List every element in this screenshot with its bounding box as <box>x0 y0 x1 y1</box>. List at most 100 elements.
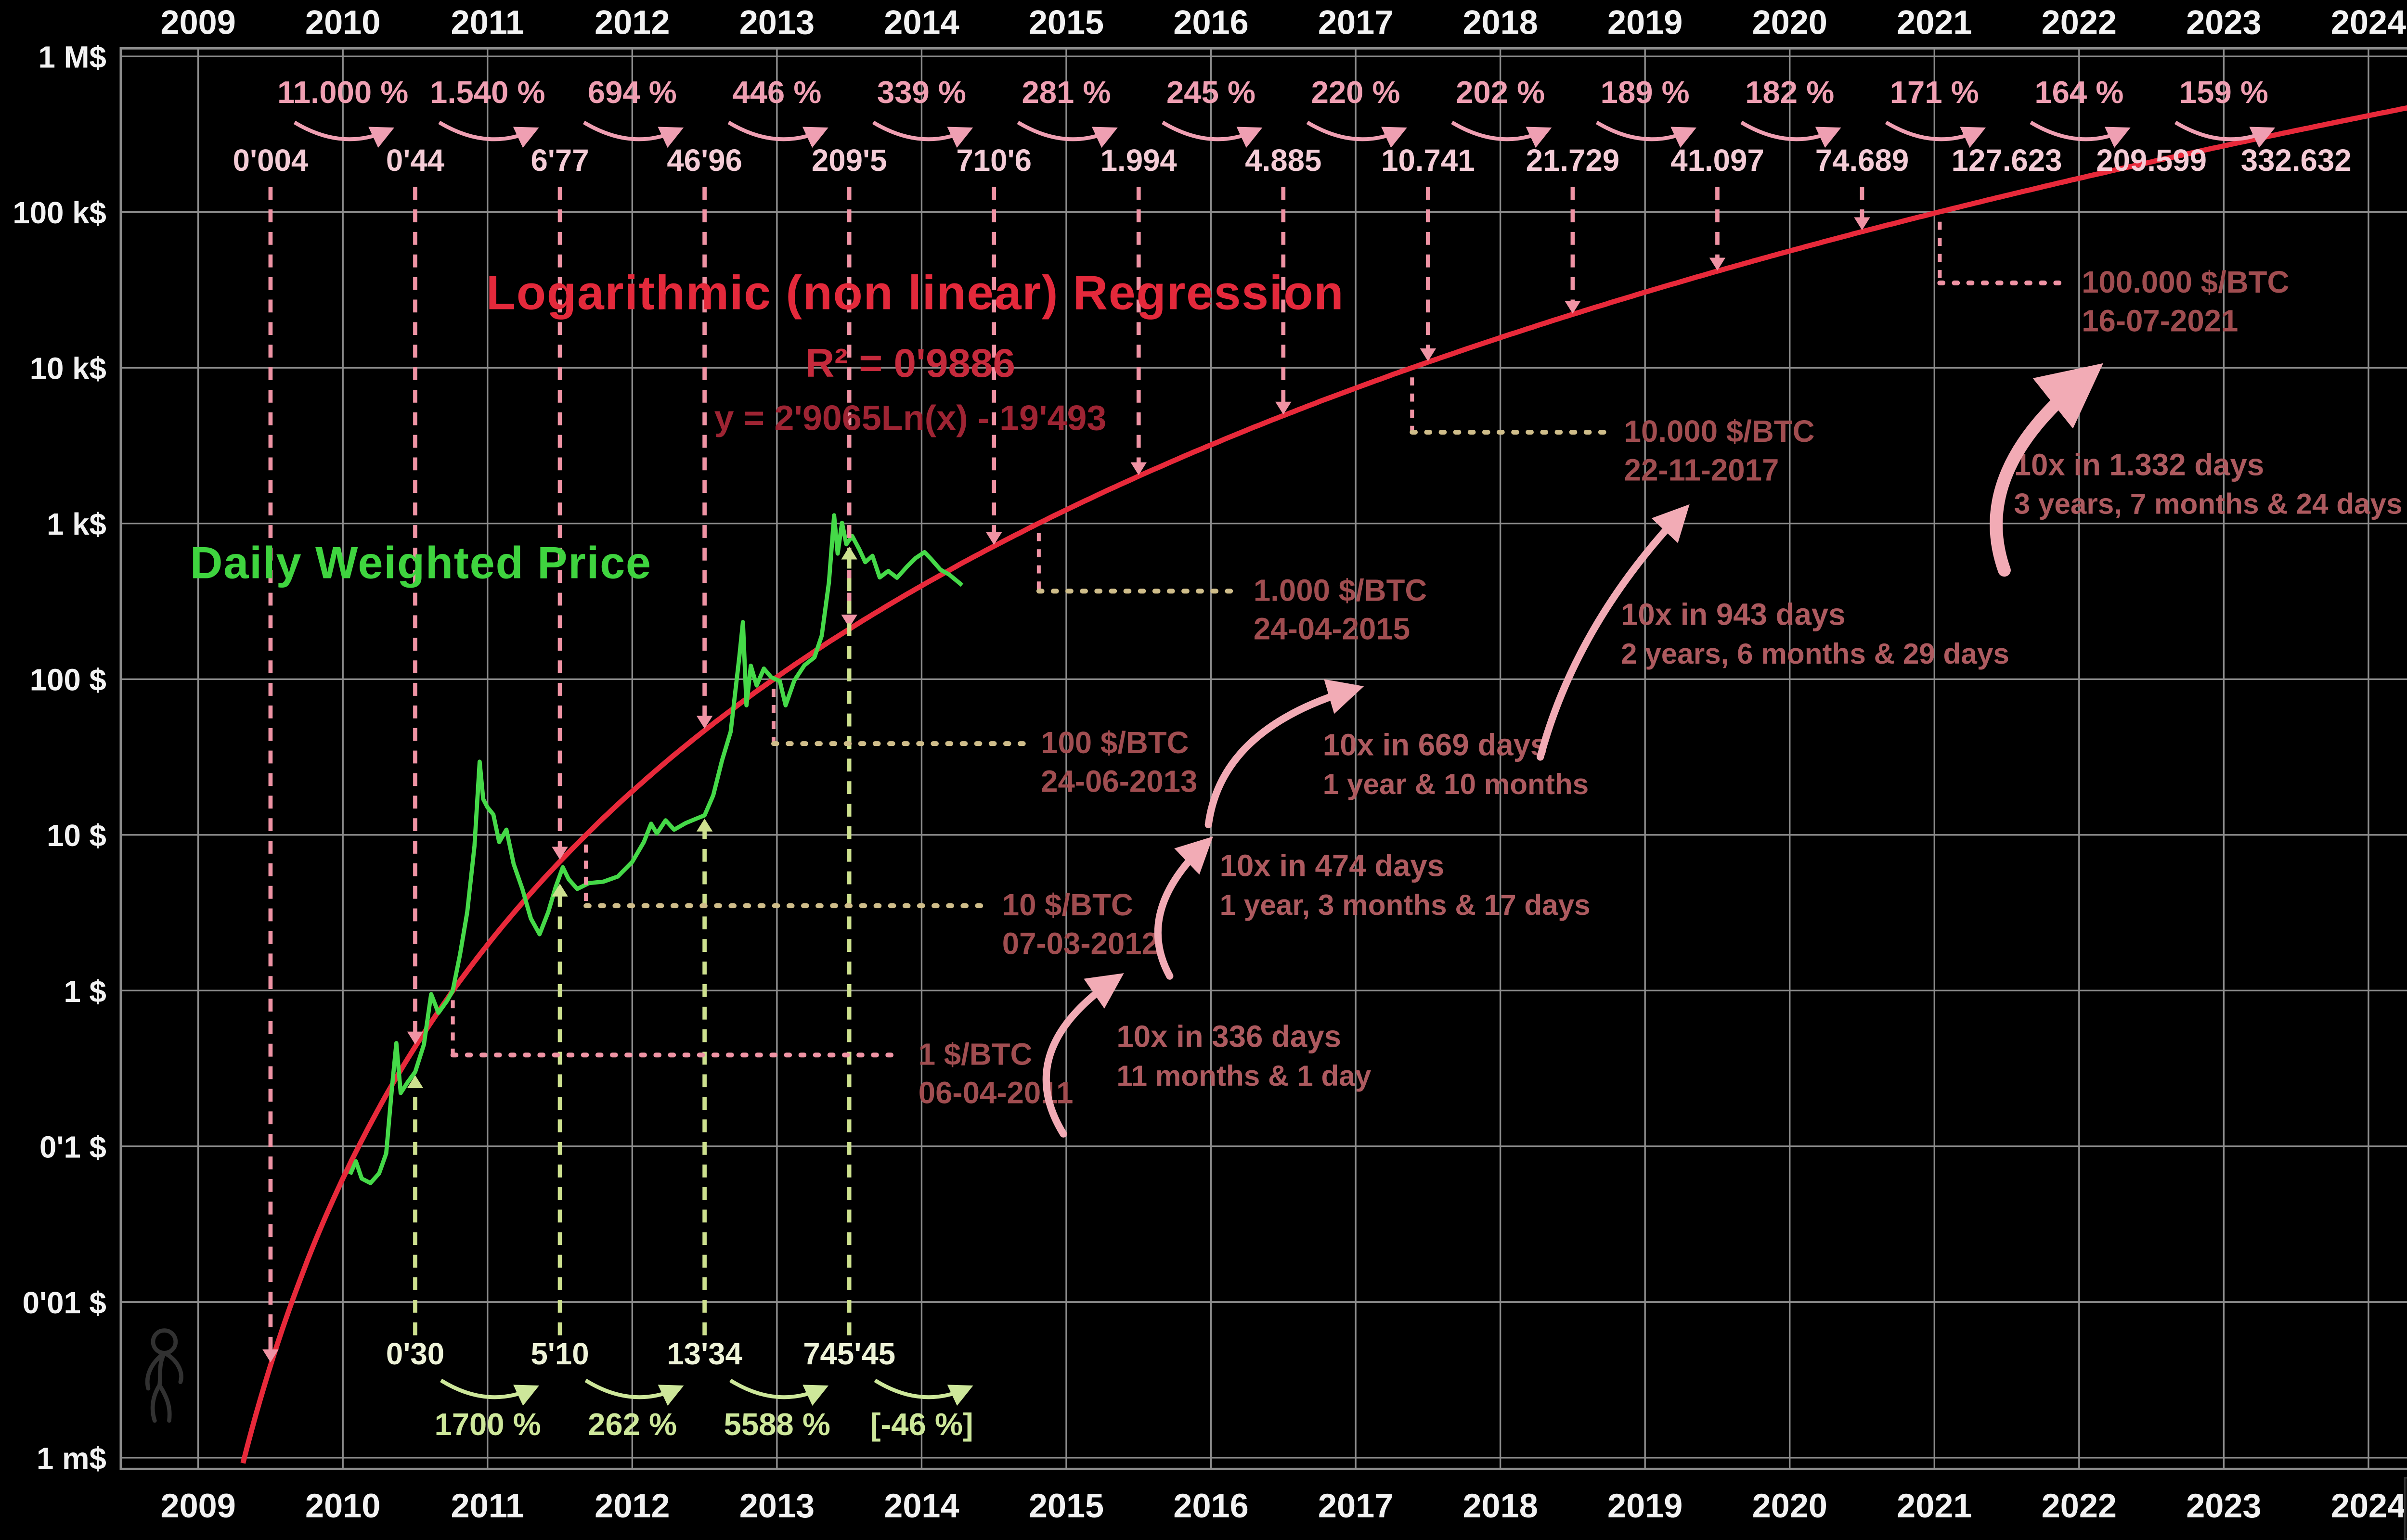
growth-arrow <box>2174 120 2276 148</box>
regression-year-value: 1.994 <box>1100 143 1178 178</box>
x-axis-year-label-top: 2016 <box>1173 3 1248 41</box>
regression-growth-pct: 159 % <box>2179 75 2268 110</box>
growth-arrow <box>1306 120 1407 148</box>
grid <box>121 48 2407 1469</box>
tenx-duration-sublabel: 2 years, 6 months & 29 days <box>1621 637 2009 670</box>
regression-growth-pct: 202 % <box>1456 75 1545 110</box>
regression-growth-pct: 164 % <box>2034 75 2123 110</box>
dash-arrowhead-down <box>262 1349 279 1362</box>
price-growth-arrow <box>440 1378 539 1406</box>
milestone-price-label: 100.000 $/BTC <box>2082 265 2289 299</box>
y-axis-label-left: 1 m$ <box>37 1441 106 1476</box>
regression-year-value: 6'77 <box>531 143 589 178</box>
x-axis-year-label-bottom: 2012 <box>595 1487 670 1525</box>
regression-year-value: 4.885 <box>1245 143 1321 178</box>
regression-growth-pct: 446 % <box>732 75 821 110</box>
milestone-price-label: 100 $/BTC <box>1041 726 1189 760</box>
price-growth-pct: 1700 % <box>434 1407 541 1442</box>
growth-arrow <box>1162 120 1263 148</box>
regression-year-value: 74.689 <box>1815 143 1909 178</box>
regression-year-value: 127.623 <box>1952 143 2062 178</box>
x-axis-year-label-bottom: 2013 <box>739 1487 815 1525</box>
dash-arrowhead-down <box>1854 217 1870 231</box>
regression-year-value: 10.741 <box>1381 143 1475 178</box>
price-growth-arrow <box>729 1378 829 1406</box>
regression-year-value: 209.599 <box>2096 143 2207 178</box>
growth-arrow <box>1017 120 1118 148</box>
growth-arrow <box>872 120 973 148</box>
x-axis-year-label-bottom: 2009 <box>161 1487 236 1525</box>
dash-arrowhead-down <box>552 847 568 860</box>
price-growth-arrow <box>584 1378 684 1406</box>
x-axis-year-label-top: 2012 <box>595 3 670 41</box>
tenx-arrow <box>1154 836 1213 980</box>
regression-growth-pct: 1.540 % <box>430 75 545 110</box>
price-growth-arrow <box>874 1378 973 1406</box>
dash-arrowhead-up <box>552 884 568 897</box>
y-axis-label-left: 10 $ <box>47 819 106 853</box>
x-axis-year-label-top: 2014 <box>884 3 959 41</box>
regression-year-value: 46'96 <box>667 143 742 178</box>
x-axis-year-label-top: 2009 <box>161 3 236 41</box>
regression-year-value: 209'5 <box>812 143 887 178</box>
y-axis-label-left: 100 $ <box>30 663 106 697</box>
regression-growth-pct: 11.000 % <box>277 75 408 110</box>
milestone-date-label: 24-04-2015 <box>1254 612 1410 646</box>
price-growth-pct: 5588 % <box>724 1407 830 1442</box>
milestone-date-label: 24-06-2013 <box>1041 765 1197 799</box>
x-axis-year-label-bottom: 2010 <box>305 1487 380 1525</box>
regression-year-value: 0'44 <box>386 143 445 178</box>
dash-arrowhead-down <box>407 1031 424 1045</box>
x-axis-year-label-top: 2023 <box>2186 3 2261 41</box>
x-axis-year-label-top: 2017 <box>1318 3 1393 41</box>
x-axis-year-label-top: 2015 <box>1029 3 1104 41</box>
x-axis-year-label-bottom: 2018 <box>1462 1487 1538 1525</box>
tenx-arrow <box>1042 973 1124 1138</box>
growth-arrow <box>1451 120 1552 148</box>
x-axis-year-label-top: 2013 <box>739 3 815 41</box>
tenx-duration-sublabel: 11 months & 1 day <box>1116 1059 1371 1092</box>
tenx-arrow <box>1990 363 2103 577</box>
tenx-duration-label: 10x in 336 days <box>1116 1019 1341 1053</box>
regression-growth-pct: 189 % <box>1601 75 1690 110</box>
regression-year-value: 0'004 <box>233 143 309 178</box>
growth-arrow <box>727 120 828 148</box>
regression-year-value: 332.632 <box>2241 143 2352 178</box>
dash-arrowhead-up <box>841 546 857 560</box>
tenx-duration-label: 10x in 474 days <box>1220 849 1445 883</box>
dash-arrowhead-down <box>1275 401 1292 415</box>
tenx-duration-label: 10x in 669 days <box>1323 728 1548 762</box>
milestone-price-label: 1 $/BTC <box>919 1037 1033 1071</box>
price-growth-pct: 262 % <box>588 1407 677 1442</box>
y-axis-label-left: 1 k$ <box>47 507 106 541</box>
regression-year-value: 710'6 <box>956 143 1032 178</box>
dash-arrowhead-down <box>696 716 713 729</box>
regression-growth-pct: 281 % <box>1022 75 1111 110</box>
y-axis-label-left: 1 M$ <box>39 40 106 75</box>
dash-arrowhead-up <box>407 1075 424 1088</box>
x-axis-year-label-bottom: 2019 <box>1607 1487 1682 1525</box>
x-axis-year-label-top: 2019 <box>1607 3 1682 41</box>
y-axis-label-left: 1 $ <box>64 975 106 1009</box>
x-axis-year-label-top: 2020 <box>1752 3 1827 41</box>
plot-frame <box>119 47 2407 1470</box>
tenx-duration-sublabel: 1 year, 3 months & 17 days <box>1220 888 1591 921</box>
x-axis-year-label-top: 2011 <box>451 3 524 41</box>
x-axis-year-label-bottom: 2024 <box>2331 1487 2406 1525</box>
x-axis-year-label-top: 2010 <box>305 3 380 41</box>
price-growth-pct: [-46 %] <box>870 1407 973 1442</box>
dash-arrowhead-up <box>696 819 713 832</box>
chart-title: Logarithmic (non linear) Regression <box>486 267 1345 321</box>
y-axis-label-left: 0'1 $ <box>39 1130 106 1164</box>
watermark-figure <box>145 1328 183 1423</box>
price-year-value: 0'30 <box>386 1337 444 1371</box>
growth-arrow <box>2030 120 2131 148</box>
milestone-price-label: 10 $/BTC <box>1002 888 1133 922</box>
dash-arrowhead-down <box>985 532 1002 545</box>
regression-growth-pct: 171 % <box>1890 75 1979 110</box>
regression-growth-pct: 339 % <box>877 75 966 110</box>
dash-arrowhead-down <box>1709 257 1726 271</box>
x-axis-year-label-top: 2021 <box>1897 3 1972 41</box>
axis-labels: 2009 2009 2010 2010 2011 2011 2012 2012 2013 2013… <box>13 3 2406 1525</box>
